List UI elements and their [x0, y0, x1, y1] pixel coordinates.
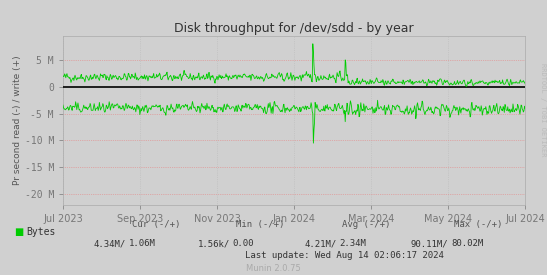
Y-axis label: Pr second read (-) / write (+): Pr second read (-) / write (+) [13, 56, 22, 185]
Text: 0.00: 0.00 [232, 239, 254, 248]
Text: 1.56k/: 1.56k/ [197, 239, 230, 248]
Text: Munin 2.0.75: Munin 2.0.75 [246, 265, 301, 273]
Text: Last update: Wed Aug 14 02:06:17 2024: Last update: Wed Aug 14 02:06:17 2024 [245, 251, 444, 260]
Text: 4.34M/: 4.34M/ [94, 239, 126, 248]
Text: 2.34M: 2.34M [339, 239, 366, 248]
Text: Cur (-/+): Cur (-/+) [132, 220, 180, 229]
Text: 4.21M/: 4.21M/ [304, 239, 336, 248]
Text: RRDTOOL / TOBI OETIKER: RRDTOOL / TOBI OETIKER [540, 63, 546, 157]
Text: 90.11M/: 90.11M/ [411, 239, 449, 248]
Title: Disk throughput for /dev/sdd - by year: Disk throughput for /dev/sdd - by year [174, 21, 414, 35]
Text: 80.02M: 80.02M [451, 239, 484, 248]
Text: 1.06M: 1.06M [129, 239, 155, 248]
Text: Max (-/+): Max (-/+) [455, 220, 503, 229]
Text: ■: ■ [14, 227, 23, 237]
Text: Min (-/+): Min (-/+) [236, 220, 284, 229]
Text: Avg (-/+): Avg (-/+) [342, 220, 391, 229]
Text: Bytes: Bytes [26, 227, 56, 237]
